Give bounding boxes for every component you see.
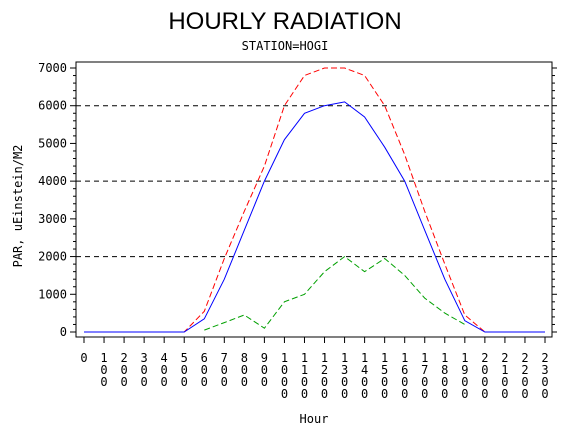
chart-title: HOURLY RADIATION <box>168 8 401 35</box>
plot-frame <box>75 61 553 338</box>
y-tick-label: 5000 <box>38 136 67 150</box>
reference-lines <box>76 105 552 258</box>
y-tick-label: 1000 <box>38 287 67 301</box>
x-axis: 0 1 0 0 2 0 0 3 0 0 4 0 0 5 0 0 6 0 0 7 0 0 8 0 0 9 0 0 1 0 0 0 1 1 0 0 1 2 0 0… <box>80 337 549 401</box>
y-tick-label: 3000 <box>38 212 67 226</box>
y-tick-label: 4000 <box>38 174 67 188</box>
series-layer <box>84 67 545 333</box>
chart-subtitle: STATION=HOGI <box>242 39 329 53</box>
series-line-2 <box>84 101 545 333</box>
x-axis-label: Hour <box>300 412 329 426</box>
series-line-1 <box>84 67 545 333</box>
y-tick-label: 2000 <box>38 250 67 264</box>
y-tick-label: 0 <box>60 325 67 339</box>
y-axis: 0 1000 2000 3000 4000 5000 6000 7000 <box>38 61 557 339</box>
series-line-3 <box>204 255 466 331</box>
y-tick-label: 6000 <box>38 99 67 113</box>
x-tick-label: 0 <box>80 351 87 365</box>
y-axis-label: PAR, uEinstein/M2 <box>11 145 25 268</box>
y-tick-label: 7000 <box>38 61 67 75</box>
